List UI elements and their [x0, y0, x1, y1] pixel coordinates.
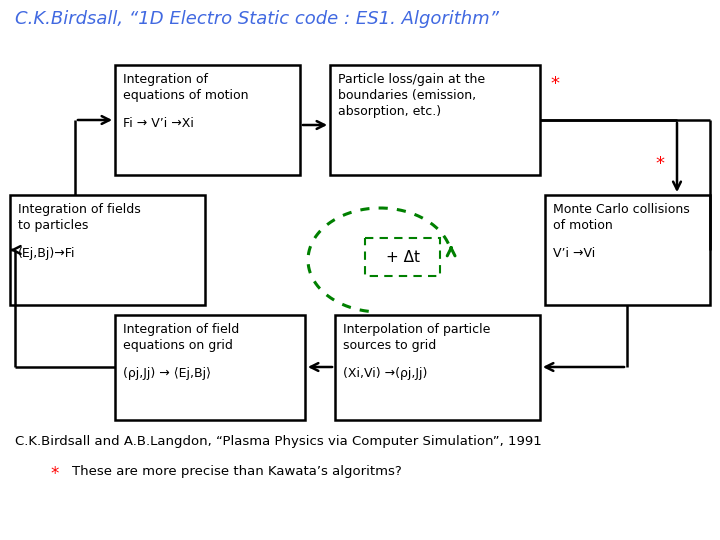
- Bar: [115, 65, 300, 175]
- Text: Interpolation of particle: Interpolation of particle: [343, 323, 490, 336]
- Text: of motion: of motion: [553, 219, 613, 232]
- Text: sources to grid: sources to grid: [343, 339, 436, 352]
- Text: Monte Carlo collisions: Monte Carlo collisions: [553, 203, 690, 216]
- Bar: [335, 315, 540, 420]
- Text: *: *: [50, 465, 58, 483]
- Text: + Δt: + Δt: [385, 249, 420, 265]
- Text: (Ej,Bj)→Fi: (Ej,Bj)→Fi: [18, 247, 76, 260]
- Text: *: *: [655, 155, 665, 173]
- Text: to particles: to particles: [18, 219, 89, 232]
- Text: C.K.Birdsall, “1D Electro Static code : ES1. Algorithm”: C.K.Birdsall, “1D Electro Static code : …: [15, 10, 499, 28]
- Text: C.K.Birdsall and A.B.Langdon, “Plasma Physics via Computer Simulation”, 1991: C.K.Birdsall and A.B.Langdon, “Plasma Ph…: [15, 435, 541, 448]
- Bar: [10, 195, 205, 305]
- Text: Integration of fields: Integration of fields: [18, 203, 140, 216]
- Text: V’i →Vi: V’i →Vi: [553, 247, 595, 260]
- Text: (Xi,Vi) →(ρj,Jj): (Xi,Vi) →(ρj,Jj): [343, 367, 428, 380]
- Bar: [365, 238, 440, 276]
- Text: Fi → V’i →Xi: Fi → V’i →Xi: [123, 117, 194, 130]
- Bar: [330, 65, 540, 175]
- Text: Particle loss/gain at the: Particle loss/gain at the: [338, 73, 485, 86]
- Bar: [115, 315, 305, 420]
- Text: *: *: [551, 75, 559, 93]
- Text: equations of motion: equations of motion: [123, 89, 248, 102]
- Text: equations on grid: equations on grid: [123, 339, 233, 352]
- Text: absorption, etc.): absorption, etc.): [338, 105, 441, 118]
- Text: boundaries (emission,: boundaries (emission,: [338, 89, 476, 102]
- Text: These are more precise than Kawata’s algoritms?: These are more precise than Kawata’s alg…: [72, 465, 402, 478]
- Text: Integration of: Integration of: [123, 73, 208, 86]
- Bar: [545, 195, 710, 305]
- Text: Integration of field: Integration of field: [123, 323, 239, 336]
- Text: (ρj,Jj) → ⟨Ej,Bj⟩: (ρj,Jj) → ⟨Ej,Bj⟩: [123, 367, 211, 380]
